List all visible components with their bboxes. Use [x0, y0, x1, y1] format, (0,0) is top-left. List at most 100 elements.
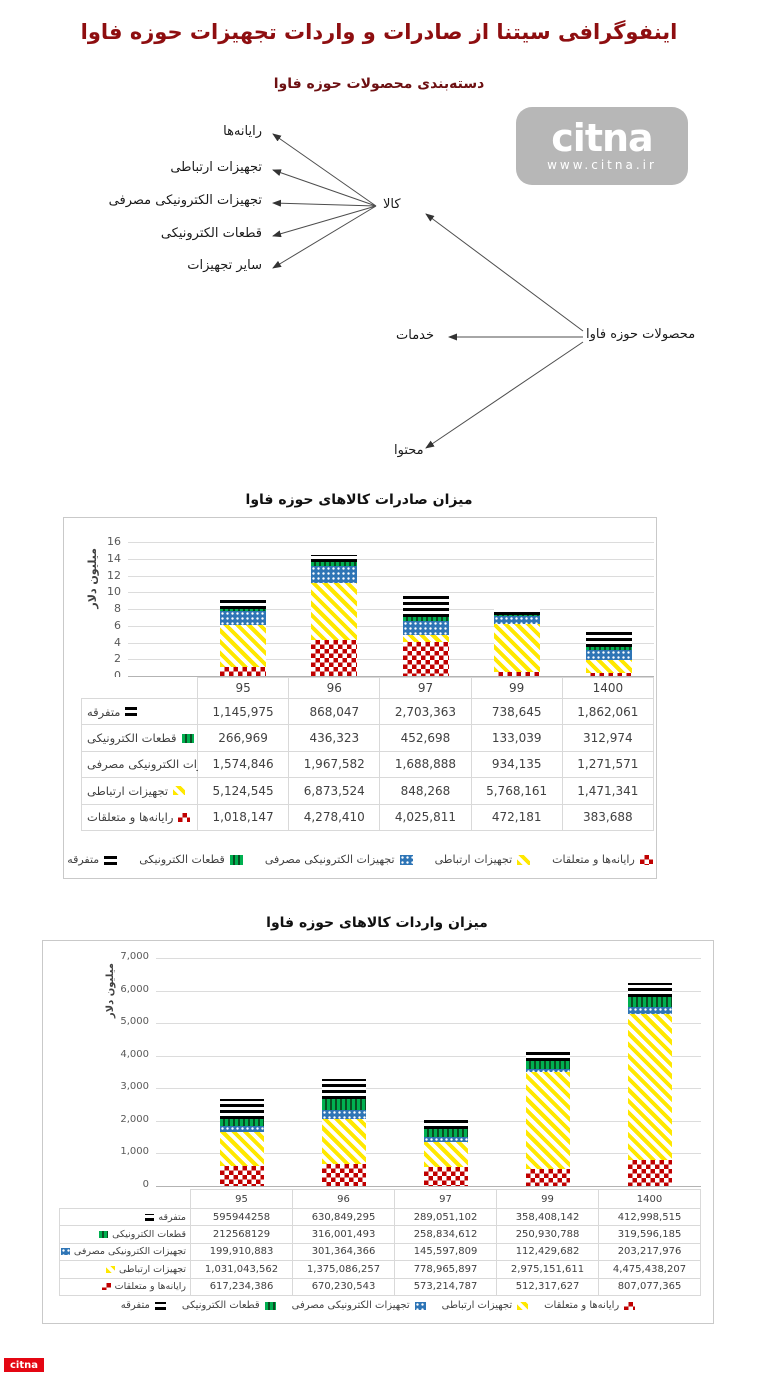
gridline: [128, 625, 654, 627]
table-header-cell: 96: [289, 677, 381, 699]
bar-segment: [586, 660, 632, 673]
black-series-key-icon: [145, 1213, 155, 1221]
series-label: رایانه‌ها و متعلقات: [87, 810, 174, 825]
table-value-cell: 472,181: [471, 804, 563, 831]
table-value-cell: 1,031,043,562: [191, 1261, 293, 1279]
y-tick-label: 12: [107, 568, 121, 582]
legend-label: تجهیزات ارتباطی: [441, 1300, 513, 1311]
table-header-cell: 96: [293, 1189, 395, 1209]
black-series-key-icon: [125, 707, 138, 717]
bar-segment: [628, 1007, 672, 1014]
table-value-cell: 848,268: [380, 778, 472, 805]
table-value-cell: 133,039: [471, 725, 563, 752]
gridline: [128, 542, 654, 543]
legend-item: قطعات الکترونیکی: [139, 853, 243, 866]
yellow-legend-key-icon: [517, 1301, 529, 1310]
diagram-node-communication-equipment: تجهیزات ارتباطی: [170, 160, 262, 175]
table-value-cell: 807,077,365: [599, 1278, 701, 1296]
bar-segment: [526, 1072, 570, 1170]
gridline: [128, 642, 654, 644]
y-tick-label: 4: [114, 635, 121, 649]
table-value-cell: 934,135: [471, 751, 563, 779]
gridline: [156, 1088, 701, 1090]
bar-segment: [424, 1128, 468, 1138]
y-tick-label: 0: [114, 669, 121, 682]
y-tick-label: 14: [107, 551, 121, 565]
table-value-cell: 738,645: [471, 699, 563, 726]
bar-segment: [424, 1167, 468, 1186]
table-value-cell: 436,323: [289, 725, 381, 752]
legend-label: رایانه‌ها و متعلقات: [552, 853, 635, 866]
legend-label: رایانه‌ها و متعلقات: [544, 1300, 620, 1311]
y-tick-label: 4,000: [120, 1048, 149, 1060]
table-label-cell: رایانه‌ها و متعلقات: [59, 1278, 191, 1296]
table-value-cell: 512,317,627: [497, 1278, 599, 1296]
table-value-cell: 250,930,788: [497, 1226, 599, 1244]
legend-item: رایانه‌ها و متعلقات: [552, 853, 653, 866]
bar-segment: [220, 1125, 264, 1133]
bar-segment: [322, 1119, 366, 1165]
blue-series-key-icon: [60, 1248, 70, 1256]
legend-item: تجهیزات ارتباطی: [435, 853, 531, 866]
bar-segment: [628, 996, 672, 1008]
bar-segment: [322, 1099, 366, 1110]
table-header-cell: 1400: [562, 677, 654, 699]
export-chart: میلیون دلار 0 2 4 6 8 10 12 14 16 95 96 97 99 1400 مت…: [63, 517, 657, 879]
bar-segment: [220, 611, 266, 625]
table-value-cell: 1,688,888: [380, 751, 472, 779]
red-series-key-icon: [101, 1283, 111, 1291]
legend-item: تجهیزات الکترونیکی مصرفی: [265, 853, 413, 866]
import-chart-title: میزان واردات کالاهای حوزه فاوا: [266, 915, 488, 931]
citna-footer-logo: citna: [4, 1358, 44, 1372]
green-series-key-icon: [99, 1231, 109, 1239]
legend-item: تجهیزات الکترونیکی مصرفی: [292, 1300, 426, 1311]
table-value-cell: 199,910,883: [191, 1243, 293, 1262]
gridline: [128, 609, 654, 610]
legend-label: قطعات الکترونیکی: [139, 853, 225, 866]
diagram-node-services: خدمات: [396, 328, 435, 343]
table-value-cell: 289,051,102: [395, 1209, 497, 1227]
table-value-cell: 1,471,341: [562, 778, 654, 805]
table-header-cell: 1400: [599, 1189, 701, 1209]
table-value-cell: 1,271,571: [562, 751, 654, 779]
diagram-node-goods: کالا: [383, 197, 401, 212]
legend-label: تجهیزات ارتباطی: [434, 853, 513, 866]
bar-segment: [220, 1118, 264, 1126]
table-label-cell: متفرقه: [59, 1209, 191, 1227]
watermark-brand: citna: [551, 116, 653, 160]
bar-segment: [311, 562, 357, 567]
bar-segment: [494, 672, 540, 676]
table-header-cell: 95: [198, 677, 290, 699]
bar-segment: [586, 647, 632, 650]
table-value-cell: 266,969: [198, 725, 290, 752]
bar-segment: [220, 609, 266, 612]
series-label: تجهیزات ارتباطی: [119, 1263, 186, 1275]
bar-segment: [220, 667, 266, 676]
legend-label: قطعات الکترونیکی: [181, 1300, 260, 1311]
legend-label: متفرقه: [120, 1300, 150, 1311]
table-value-cell: 358,408,142: [497, 1209, 599, 1227]
page-title: اینفوگرافی سیتنا از صادرات و واردات تجهی…: [80, 20, 678, 44]
table-header-cell: 99: [471, 677, 563, 699]
gridline: [156, 1055, 701, 1057]
green-legend-key-icon: [229, 854, 243, 865]
gridline: [156, 1023, 701, 1025]
table-value-cell: 383,688: [562, 804, 654, 831]
table-corner-cell: [81, 677, 198, 699]
diagram-node-computers: رایانه‌ها: [223, 124, 262, 139]
table-value-cell: 5,768,161: [471, 778, 563, 805]
bar-segment: [628, 1159, 672, 1186]
table-label-cell: تجهیزات الکترونیکی مصرفی: [81, 751, 240, 779]
bar-segment: [628, 983, 672, 997]
bar-segment: [322, 1109, 366, 1120]
plot-area: میلیون دلار 0 2 4 6 8 10 12 14 16: [64, 518, 656, 878]
bar-segment: [403, 642, 449, 676]
watermark-url: www.citna.ir: [547, 158, 657, 172]
table-label-cell: تجهیزات الکترونیکی مصرفی: [59, 1243, 191, 1262]
table-value-cell: 868,047: [289, 699, 381, 726]
series-label: قطعات الکترونیکی: [112, 1229, 186, 1241]
table-value-cell: 145,597,809: [395, 1243, 497, 1262]
y-tick-label: 16: [107, 535, 121, 548]
table-header-cell: 99: [497, 1189, 599, 1209]
red-legend-key-icon: [639, 854, 653, 865]
